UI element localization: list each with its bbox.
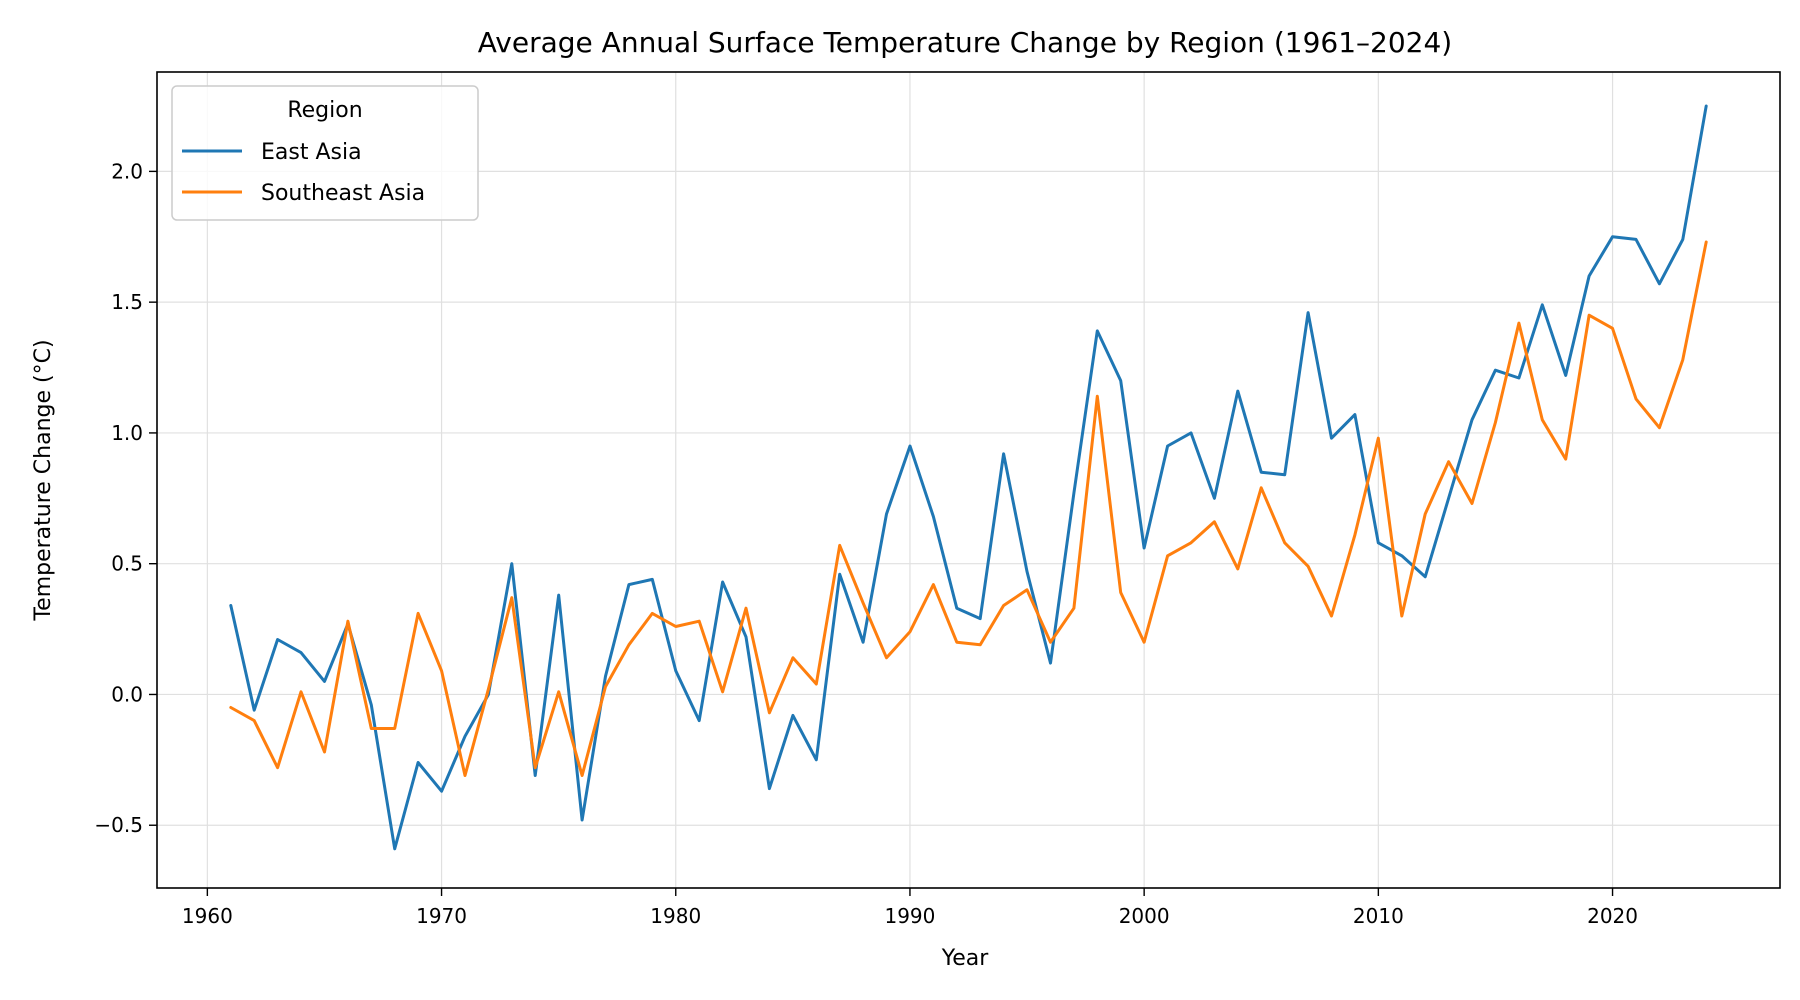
legend-box [171, 85, 479, 221]
legend: Region East Asia Southeast Asia [171, 85, 479, 221]
x-tick-label: 1990 [884, 904, 935, 928]
y-tick-label: 1.0 [111, 421, 143, 445]
y-tick-label: −0.5 [94, 813, 143, 837]
series-lines [229, 104, 1708, 851]
x-tick-label: 2020 [1587, 904, 1638, 928]
series-line-southeast-asia [229, 240, 1708, 777]
y-tick-label: 2.0 [111, 159, 143, 183]
y-tick-label: 0.5 [111, 552, 143, 576]
x-axis-label: Year [941, 946, 990, 971]
series-line-east-asia [229, 104, 1708, 851]
x-tick-label: 1970 [416, 904, 467, 928]
legend-label-east-asia: East Asia [261, 140, 362, 165]
legend-title: Region [287, 98, 362, 123]
x-tick-label: 2010 [1353, 904, 1404, 928]
chart-title: Average Annual Surface Temperature Chang… [478, 26, 1452, 59]
y-tick-label: 0.0 [111, 682, 143, 706]
y-axis-label: Temperature Change (°C) [31, 339, 56, 621]
x-tick-label: 1960 [182, 904, 233, 928]
x-tick-label: 2000 [1119, 904, 1170, 928]
legend-label-southeast-asia: Southeast Asia [261, 181, 425, 206]
grid-lines [157, 72, 1780, 888]
plot-area-frame [156, 71, 1781, 889]
axis-ticks: 1960 1970 1980 1990 2000 2010 2020 −0.5 0.0 0.5 1.… [94, 159, 1638, 928]
x-tick-label: 1980 [650, 904, 701, 928]
y-tick-label: 1.5 [111, 290, 143, 314]
